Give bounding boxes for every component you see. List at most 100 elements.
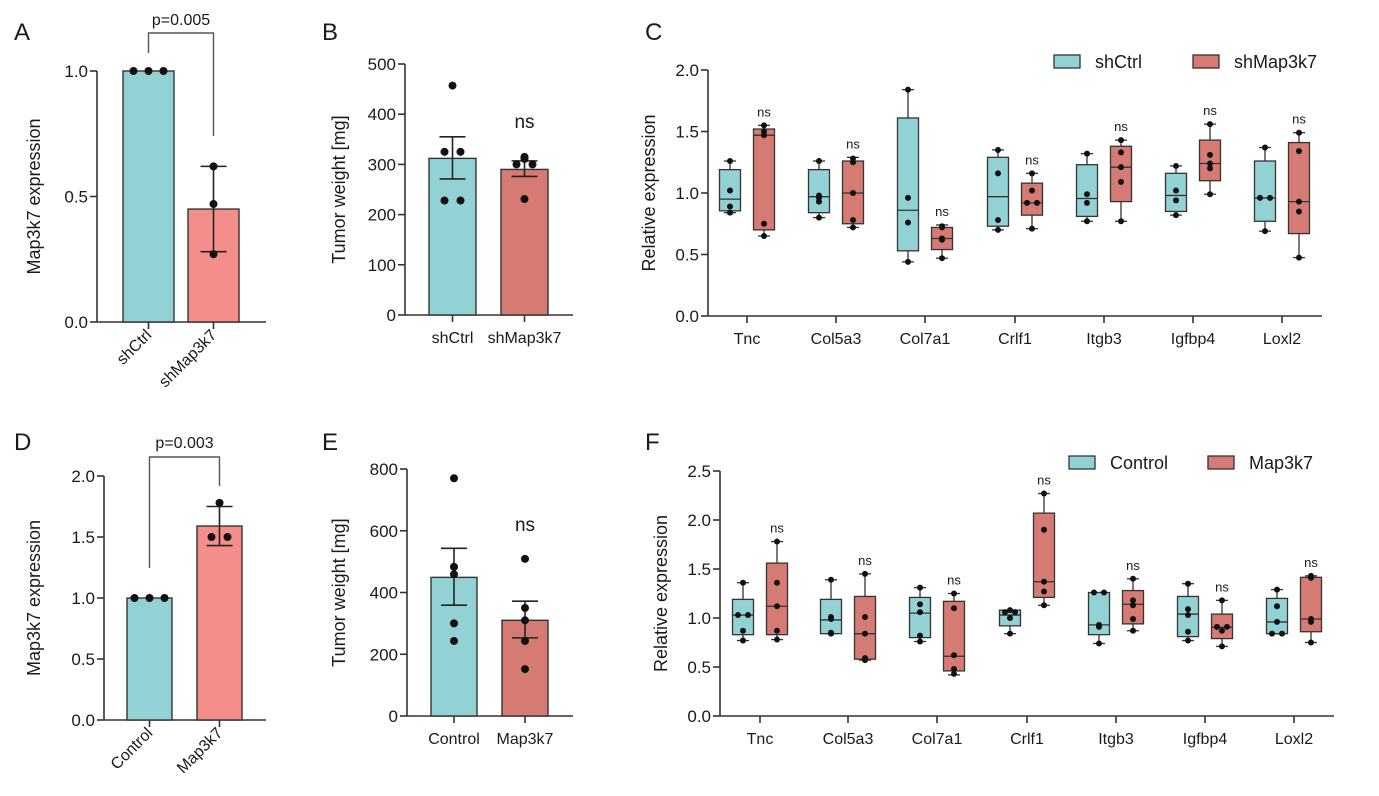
data-point (850, 159, 856, 166)
data-point (450, 619, 458, 628)
data-point (1118, 149, 1124, 156)
data-point (1296, 148, 1302, 155)
data-point (1207, 165, 1213, 172)
bar-control (126, 597, 173, 721)
data-point (1185, 580, 1191, 587)
y-axis-label: Map3k7 expression (24, 520, 44, 676)
x-tick-label: Col7a1 (912, 731, 963, 748)
ns-label: ns (935, 204, 949, 219)
data-point (862, 630, 868, 637)
legend-label: shMap3k7 (1234, 52, 1317, 72)
y-axis-label: Relative expression (651, 515, 671, 672)
data-point (1130, 615, 1136, 622)
data-point (740, 627, 746, 634)
data-point (1096, 623, 1102, 630)
y-tick-label: 0 (389, 707, 398, 726)
box-map3k7-itgb3: ns (1121, 558, 1145, 634)
bar-shmap3k7 (500, 168, 549, 316)
p-value-label: p=0.005 (152, 12, 210, 29)
y-tick-label: 400 (370, 584, 398, 603)
panel-letter: E (322, 429, 338, 456)
data-point (1041, 588, 1047, 595)
legend-swatch (1192, 54, 1220, 69)
box-shctrl-igfbp4 (1164, 162, 1188, 219)
data-point (1041, 490, 1047, 497)
y-tick-label: 0.0 (675, 307, 699, 326)
data-point (1219, 597, 1225, 604)
box-body (1265, 597, 1289, 635)
data-point (528, 160, 537, 169)
x-tick-label: Crlf1 (998, 331, 1032, 348)
legend: Control Map3k7 (1068, 453, 1313, 473)
data-point (521, 665, 529, 674)
x-tick-label: Tnc (747, 731, 774, 748)
data-point (521, 636, 529, 645)
y-tick-label: 0 (387, 306, 396, 325)
data-point (1130, 575, 1136, 582)
data-point (1024, 199, 1030, 206)
data-point (828, 576, 834, 583)
box-body (765, 562, 789, 636)
data-point (740, 637, 746, 644)
ns-label: ns (1292, 112, 1306, 127)
y-tick-label: 1.0 (71, 589, 95, 608)
data-point (1267, 194, 1273, 201)
data-point (1084, 191, 1090, 198)
box-body (1210, 613, 1234, 640)
panel-b: 0 100 200 300 400 500 Tumor weight [mg] BshCtrl… (322, 19, 573, 347)
panel-e: 0 200 400 600 800 Tumor weight [mg] E Control Ma… (322, 429, 573, 748)
data-point (520, 195, 529, 204)
box-control-tnc (731, 579, 755, 644)
box-body (942, 600, 966, 672)
x-tick-label: Itgb3 (1086, 331, 1122, 348)
data-point (1029, 225, 1035, 232)
data-point (1207, 121, 1213, 128)
data-point (450, 562, 458, 571)
y-axis-label: Map3k7 expression (24, 118, 44, 274)
ns-label: ns (757, 104, 771, 119)
data-point (951, 605, 957, 612)
data-point (456, 196, 465, 205)
panel-d: 0.0 0.5 1.0 1.5 2.0 Map3k7 expression D Control… (14, 429, 266, 777)
box-shmap3k7-col5a3: ns (841, 136, 865, 231)
y-tick-label: 800 (370, 460, 398, 479)
box-shctrl-col7a1 (896, 86, 920, 265)
box-body (1109, 145, 1133, 203)
box-map3k7-loxl2: ns (1299, 555, 1323, 646)
data-point (1029, 187, 1035, 194)
data-point (939, 224, 945, 231)
data-point (939, 255, 945, 262)
legend-label: Map3k7 (1249, 453, 1313, 473)
data-point (1173, 187, 1179, 194)
p-value-label: p=0.003 (155, 435, 213, 452)
y-tick-label: 0.5 (64, 188, 88, 207)
y-tick-label: 0.5 (687, 658, 711, 677)
data-point (828, 615, 834, 622)
data-point (727, 203, 733, 210)
data-point (1308, 574, 1314, 581)
x-tick-label: shMap3k7 (156, 327, 220, 391)
ns-label: ns (1037, 473, 1051, 488)
box-body (853, 595, 877, 660)
x-tick-label: Loxl2 (1275, 731, 1313, 748)
box-shmap3k7-igfbp4: ns (1198, 103, 1222, 198)
ns-label: ns (1203, 103, 1217, 118)
y-axis-label: Tumor weight [mg] (329, 518, 349, 666)
data-point (1207, 151, 1213, 158)
data-point (1130, 602, 1136, 609)
data-point (761, 220, 767, 227)
data-point (1185, 628, 1191, 635)
data-point (450, 570, 458, 579)
box-map3k7-igfbp4: ns (1210, 579, 1234, 650)
data-point (521, 554, 529, 563)
box-shctrl-tnc (718, 158, 742, 216)
data-point (917, 638, 923, 645)
data-point (1224, 623, 1230, 630)
data-point (440, 147, 449, 156)
x-tick-label: Igfbp4 (1183, 731, 1228, 748)
x-tick-label: Tnc (734, 331, 761, 348)
data-point (1296, 254, 1302, 261)
y-tick-label: 200 (370, 645, 398, 664)
data-point (917, 632, 923, 639)
data-point (1118, 137, 1124, 144)
